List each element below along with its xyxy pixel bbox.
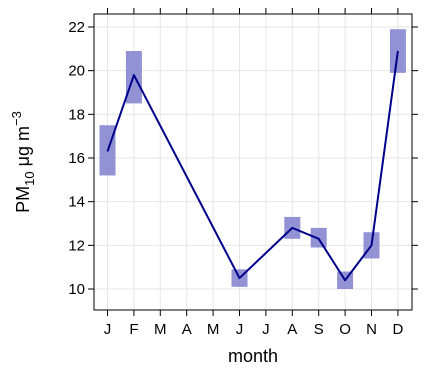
interval-bar: [310, 227, 327, 248]
x-axis-title: month: [228, 346, 278, 366]
y-tick-label: 10: [68, 281, 85, 298]
x-tick-label: O: [339, 321, 351, 338]
x-tick-label: N: [366, 321, 377, 338]
y-tick-label: 20: [68, 63, 85, 80]
line-layer: [106, 50, 399, 282]
x-tick-label: D: [392, 321, 403, 338]
y-axis-title-base: PM: [13, 186, 33, 213]
x-tick-label: M: [154, 321, 167, 338]
grid: [94, 14, 412, 310]
x-tick-label: A: [287, 321, 297, 338]
y-axis-title: PM10 μg m−3: [9, 111, 37, 213]
x-tick-label: A: [182, 321, 192, 338]
y-axis: 10 12 14 16 18 20 22: [68, 19, 418, 298]
y-tick-label: 18: [68, 106, 85, 123]
plot-frame: [93, 13, 413, 311]
y-tick-label: 22: [68, 19, 85, 36]
y-tick-label: 16: [68, 150, 85, 167]
y-axis-title-unit: μg m: [13, 126, 33, 171]
x-tick-label: J: [262, 321, 270, 338]
x-tick-label: S: [314, 321, 324, 338]
y-tick-label: 12: [68, 237, 85, 254]
mean-line: [106, 50, 399, 282]
interval-bar: [389, 29, 406, 73]
x-tick-label: J: [236, 321, 244, 338]
y-axis-title-sup: −3: [9, 111, 24, 126]
x-tick-label: M: [207, 321, 220, 338]
x-tick-label: J: [104, 321, 112, 338]
y-tick-label: 14: [68, 194, 85, 211]
x-tick-label: F: [129, 321, 138, 338]
y-axis-title-sub: 10: [22, 171, 37, 185]
